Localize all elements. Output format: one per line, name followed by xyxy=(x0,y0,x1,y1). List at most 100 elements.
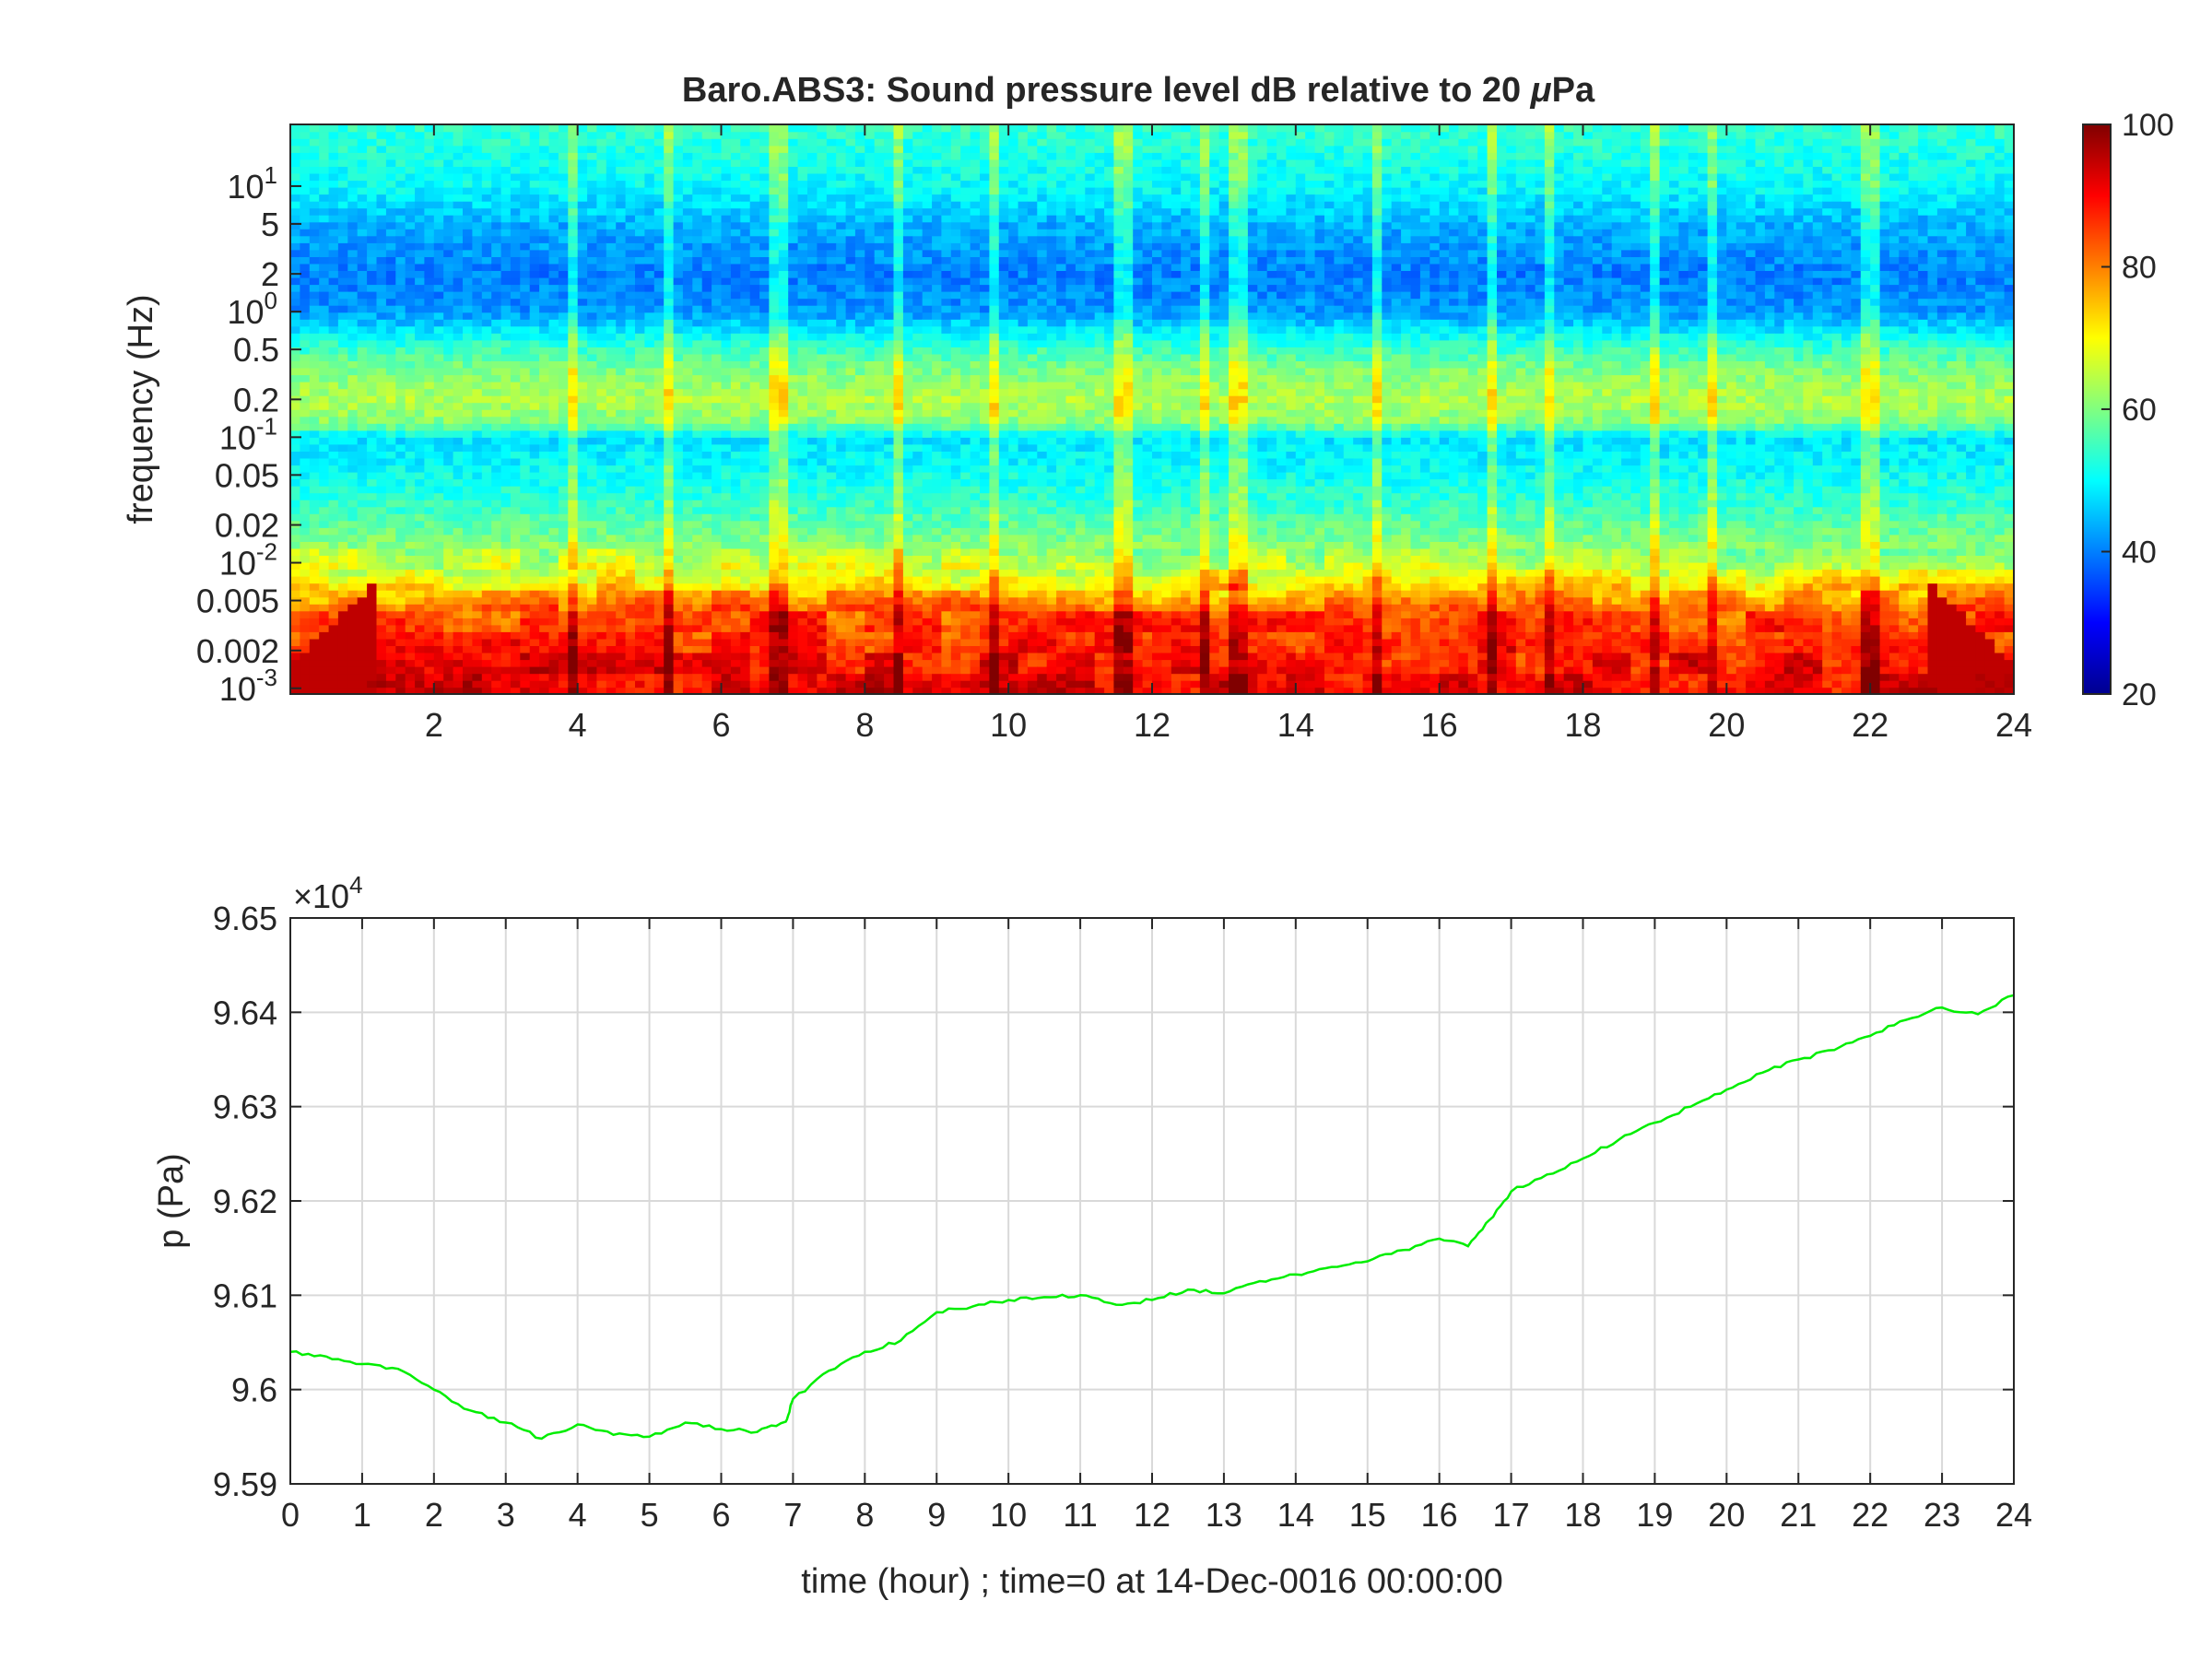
spectrogram-cell xyxy=(673,305,684,313)
spectrogram-cell xyxy=(701,298,712,306)
spectrogram-cell xyxy=(510,618,522,626)
spectrogram-cell xyxy=(712,276,723,286)
spectrogram-cell xyxy=(769,638,780,646)
spectrogram-cell xyxy=(854,166,866,174)
spectrogram-cell xyxy=(730,319,742,327)
spectrogram-cell xyxy=(548,534,559,542)
spectrogram-cell xyxy=(692,443,703,452)
spectrogram-cell xyxy=(673,645,684,653)
spectrogram-cell xyxy=(854,631,866,640)
spectrogram-cell xyxy=(395,284,406,292)
spectrogram-cell xyxy=(749,631,760,640)
spectrogram-cell xyxy=(845,256,856,265)
spectrogram-cell xyxy=(673,618,684,626)
spectrogram-cell xyxy=(826,215,837,223)
spectrogram-cell xyxy=(616,333,627,341)
spectrogram-cell xyxy=(653,221,665,229)
spectrogram-cell xyxy=(367,596,378,605)
spectrogram-cell xyxy=(357,679,368,688)
spectrogram-cell xyxy=(807,235,818,243)
spectrogram-cell xyxy=(854,590,866,598)
spectrogram-cell xyxy=(367,465,378,473)
spectrogram-cell xyxy=(730,166,742,174)
spectrogram-cell xyxy=(290,465,301,473)
spectrogram-cell xyxy=(395,610,406,618)
spectrogram-cell xyxy=(415,166,426,174)
spectrogram-cell xyxy=(644,180,655,188)
spectrogram-cell xyxy=(788,610,799,618)
spectrogram-cell xyxy=(625,423,636,431)
spectrogram-cell xyxy=(625,207,636,216)
spectrogram-cell xyxy=(826,229,837,237)
spectrogram-cell xyxy=(577,298,588,306)
spectrogram-cell xyxy=(568,242,579,251)
spectrogram-cell xyxy=(836,478,847,487)
spectrogram-cell xyxy=(635,534,646,542)
spectrogram-cell xyxy=(778,575,789,584)
spectrogram-cell xyxy=(319,673,330,681)
spectrogram-cell xyxy=(749,679,760,688)
spectrogram-cell xyxy=(673,638,684,646)
spectrogram-cell xyxy=(836,200,847,209)
spectrogram-cell xyxy=(836,138,847,147)
spectrogram-cell xyxy=(740,437,751,445)
spectrogram-cell xyxy=(721,138,732,147)
spectrogram-cell xyxy=(300,394,311,404)
spectrogram-cell xyxy=(587,561,598,571)
spectrogram-cell xyxy=(520,207,531,216)
spectrogram-cell xyxy=(395,506,406,514)
spectrogram-cell xyxy=(568,547,579,556)
spectrogram-cell xyxy=(730,437,742,445)
spectrogram-cell xyxy=(328,659,339,667)
spectrogram-cell xyxy=(721,582,732,591)
spectrogram-cell xyxy=(481,527,492,535)
spectrogram-cell xyxy=(817,312,828,320)
spectrogram-cell xyxy=(290,325,301,334)
spectrogram-cell xyxy=(673,610,684,618)
spectrogram-cell xyxy=(826,590,837,598)
spectrogram-cell xyxy=(749,471,760,480)
spectrogram-cell xyxy=(481,513,492,522)
spectrogram-cell xyxy=(491,290,502,300)
spectrogram-cell xyxy=(558,547,570,556)
spectrogram-cell xyxy=(453,638,464,646)
spectrogram-cell xyxy=(424,527,435,535)
spectrogram-cell xyxy=(319,485,330,494)
spectrogram-cell xyxy=(788,339,799,347)
spectrogram-cell xyxy=(682,325,694,334)
spectrogram-cell xyxy=(807,520,818,528)
spectrogram-cell xyxy=(797,347,808,355)
spectrogram-cell xyxy=(405,367,416,376)
spectrogram-cell xyxy=(529,381,540,390)
spectrogram-cell xyxy=(290,290,301,300)
spectrogram-cell xyxy=(510,604,522,612)
spectrogram-cell xyxy=(300,659,311,667)
spectrogram-cell xyxy=(826,437,837,445)
spectrogram-cell xyxy=(625,159,636,167)
spectrogram-cell xyxy=(664,402,675,410)
spectrogram-cell xyxy=(405,527,416,535)
spectrogram-cell xyxy=(635,673,646,681)
spectrogram-cell xyxy=(635,194,646,202)
spectrogram-cell xyxy=(424,402,435,410)
spectrogram-cell xyxy=(395,687,406,694)
spectrogram-cell xyxy=(587,194,598,202)
spectrogram-cell xyxy=(395,478,406,487)
spectrogram-cell xyxy=(548,555,559,563)
spectrogram-cell xyxy=(453,353,464,361)
spectrogram-cell xyxy=(443,409,454,418)
spectrogram-cell xyxy=(395,409,406,418)
spectrogram-cell xyxy=(463,325,474,334)
spectrogram-cell xyxy=(788,194,799,202)
spectrogram-cell xyxy=(558,590,570,598)
spectrogram-cell xyxy=(568,631,579,640)
spectrogram-cell xyxy=(587,284,598,292)
spectrogram-cell xyxy=(826,284,837,292)
spectrogram-cell xyxy=(443,590,454,598)
spectrogram-cell xyxy=(865,347,876,355)
spectrogram-cell xyxy=(712,471,723,480)
spectrogram-cell xyxy=(405,610,416,618)
spectrogram-cell xyxy=(616,478,627,487)
spectrogram-cell xyxy=(357,298,368,306)
spectrogram-cell xyxy=(644,624,655,632)
